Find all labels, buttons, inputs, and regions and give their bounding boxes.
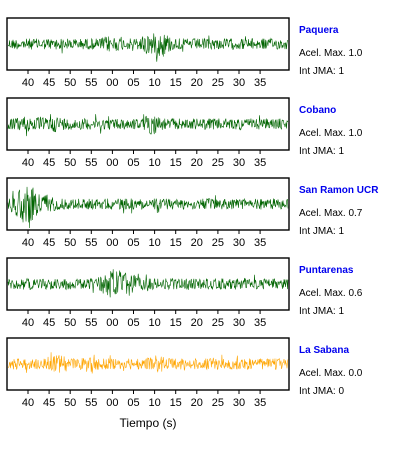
panel-san-ramon-ucr: 40 45 50 55 00 05 10 15 20 25 30 35 San Ramon UCR Ace…	[6, 177, 379, 249]
x-tick-label: 55	[85, 77, 97, 89]
x-tick-label: 25	[212, 317, 224, 329]
acel-max-puntarenas: Acel. Max. 0.6	[299, 288, 363, 299]
x-tick-label: 20	[191, 157, 203, 169]
x-tick-label: 10	[148, 397, 160, 409]
x-tick-label: 40	[22, 237, 34, 249]
x-tick-label: 45	[43, 317, 55, 329]
x-tick-label: 50	[64, 77, 76, 89]
x-tick-label: 00	[106, 157, 118, 169]
station-name-la-sabana: La Sabana	[299, 345, 349, 356]
x-tick-label: 40	[22, 397, 34, 409]
waveform-la-sabana	[7, 352, 289, 374]
x-tick-label: 20	[191, 317, 203, 329]
x-tick-label: 10	[148, 157, 160, 169]
int-jma-cobano: Int JMA: 1	[299, 146, 344, 157]
x-tick-label: 15	[170, 317, 182, 329]
x-tick-label: 50	[64, 317, 76, 329]
panel-frame-cobano	[6, 97, 290, 151]
panel-cobano: 40 45 50 55 00 05 10 15 20 25 30 35 Cobano Acel. Max.…	[6, 97, 363, 169]
panels-group: 40 45 50 55 00 05 10 15 20 25 30 35 Paquera Acel. Max…	[6, 17, 379, 409]
x-tick-label: 30	[233, 157, 245, 169]
x-tick-label: 10	[148, 317, 160, 329]
panel-paquera: 40 45 50 55 00 05 10 15 20 25 30 35 Paquera Acel. Max…	[6, 17, 363, 89]
panel-la-sabana: 40 45 50 55 00 05 10 15 20 25 30 35 La Sabana Acel. M…	[6, 337, 363, 409]
panel-frame-san-ramon-ucr	[6, 177, 290, 231]
panel-puntarenas: 40 45 50 55 00 05 10 15 20 25 30 35 Puntarenas Acel. …	[6, 257, 363, 329]
x-tick-label: 10	[148, 237, 160, 249]
x-tick-label: 15	[170, 397, 182, 409]
acel-max-la-sabana: Acel. Max. 0.0	[299, 368, 363, 379]
x-tick-label: 55	[85, 317, 97, 329]
station-name-paquera: Paquera	[299, 25, 339, 36]
x-tick-label: 10	[148, 77, 160, 89]
x-tick-label: 05	[127, 77, 139, 89]
x-tick-label: 05	[127, 397, 139, 409]
x-tick-label: 05	[127, 317, 139, 329]
x-tick-label: 30	[233, 317, 245, 329]
waveform-san-ramon-ucr	[7, 186, 289, 229]
x-tick-label: 15	[170, 157, 182, 169]
x-tick-label: 50	[64, 397, 76, 409]
int-jma-puntarenas: Int JMA: 1	[299, 306, 344, 317]
x-tick-label: 15	[170, 237, 182, 249]
x-tick-label: 35	[254, 157, 266, 169]
x-tick-label: 05	[127, 237, 139, 249]
x-tick-label: 50	[64, 157, 76, 169]
x-axis-title: Tiempo (s)	[120, 416, 177, 430]
int-jma-la-sabana: Int JMA: 0	[299, 386, 344, 397]
panel-frame-puntarenas	[6, 257, 290, 311]
x-tick-label: 25	[212, 397, 224, 409]
acel-max-san-ramon-ucr: Acel. Max. 0.7	[299, 208, 363, 219]
x-tick-label: 35	[254, 237, 266, 249]
station-name-puntarenas: Puntarenas	[299, 265, 354, 276]
waveform-puntarenas	[7, 269, 289, 298]
x-tick-label: 45	[43, 77, 55, 89]
x-tick-label: 20	[191, 237, 203, 249]
acel-max-paquera: Acel. Max. 1.0	[299, 48, 363, 59]
x-tick-label: 20	[191, 77, 203, 89]
x-tick-label: 40	[22, 157, 34, 169]
x-tick-label: 30	[233, 77, 245, 89]
x-tick-label: 30	[233, 397, 245, 409]
x-tick-label: 20	[191, 397, 203, 409]
x-tick-label: 25	[212, 157, 224, 169]
x-tick-label: 25	[212, 237, 224, 249]
x-tick-label: 05	[127, 157, 139, 169]
x-tick-label: 35	[254, 397, 266, 409]
x-tick-label: 00	[106, 317, 118, 329]
x-tick-label: 55	[85, 237, 97, 249]
int-jma-paquera: Int JMA: 1	[299, 66, 344, 77]
x-tick-label: 25	[212, 77, 224, 89]
x-tick-label: 00	[106, 237, 118, 249]
x-tick-label: 50	[64, 237, 76, 249]
x-tick-label: 45	[43, 397, 55, 409]
waveform-paquera	[7, 33, 289, 62]
x-tick-label: 55	[85, 397, 97, 409]
x-tick-label: 40	[22, 77, 34, 89]
panel-frame-paquera	[6, 17, 290, 71]
x-tick-label: 40	[22, 317, 34, 329]
x-tick-label: 00	[106, 397, 118, 409]
x-tick-label: 30	[233, 237, 245, 249]
x-tick-label: 35	[254, 317, 266, 329]
x-tick-label: 00	[106, 77, 118, 89]
x-tick-label: 35	[254, 77, 266, 89]
station-name-san-ramon-ucr: San Ramon UCR	[299, 185, 379, 196]
waveform-cobano	[7, 114, 289, 137]
acel-max-cobano: Acel. Max. 1.0	[299, 128, 363, 139]
x-tick-label: 45	[43, 237, 55, 249]
x-tick-label: 45	[43, 157, 55, 169]
x-tick-label: 15	[170, 77, 182, 89]
station-name-cobano: Cobano	[299, 105, 336, 116]
panel-frame-la-sabana	[6, 337, 290, 391]
x-tick-label: 55	[85, 157, 97, 169]
int-jma-san-ramon-ucr: Int JMA: 1	[299, 226, 344, 237]
